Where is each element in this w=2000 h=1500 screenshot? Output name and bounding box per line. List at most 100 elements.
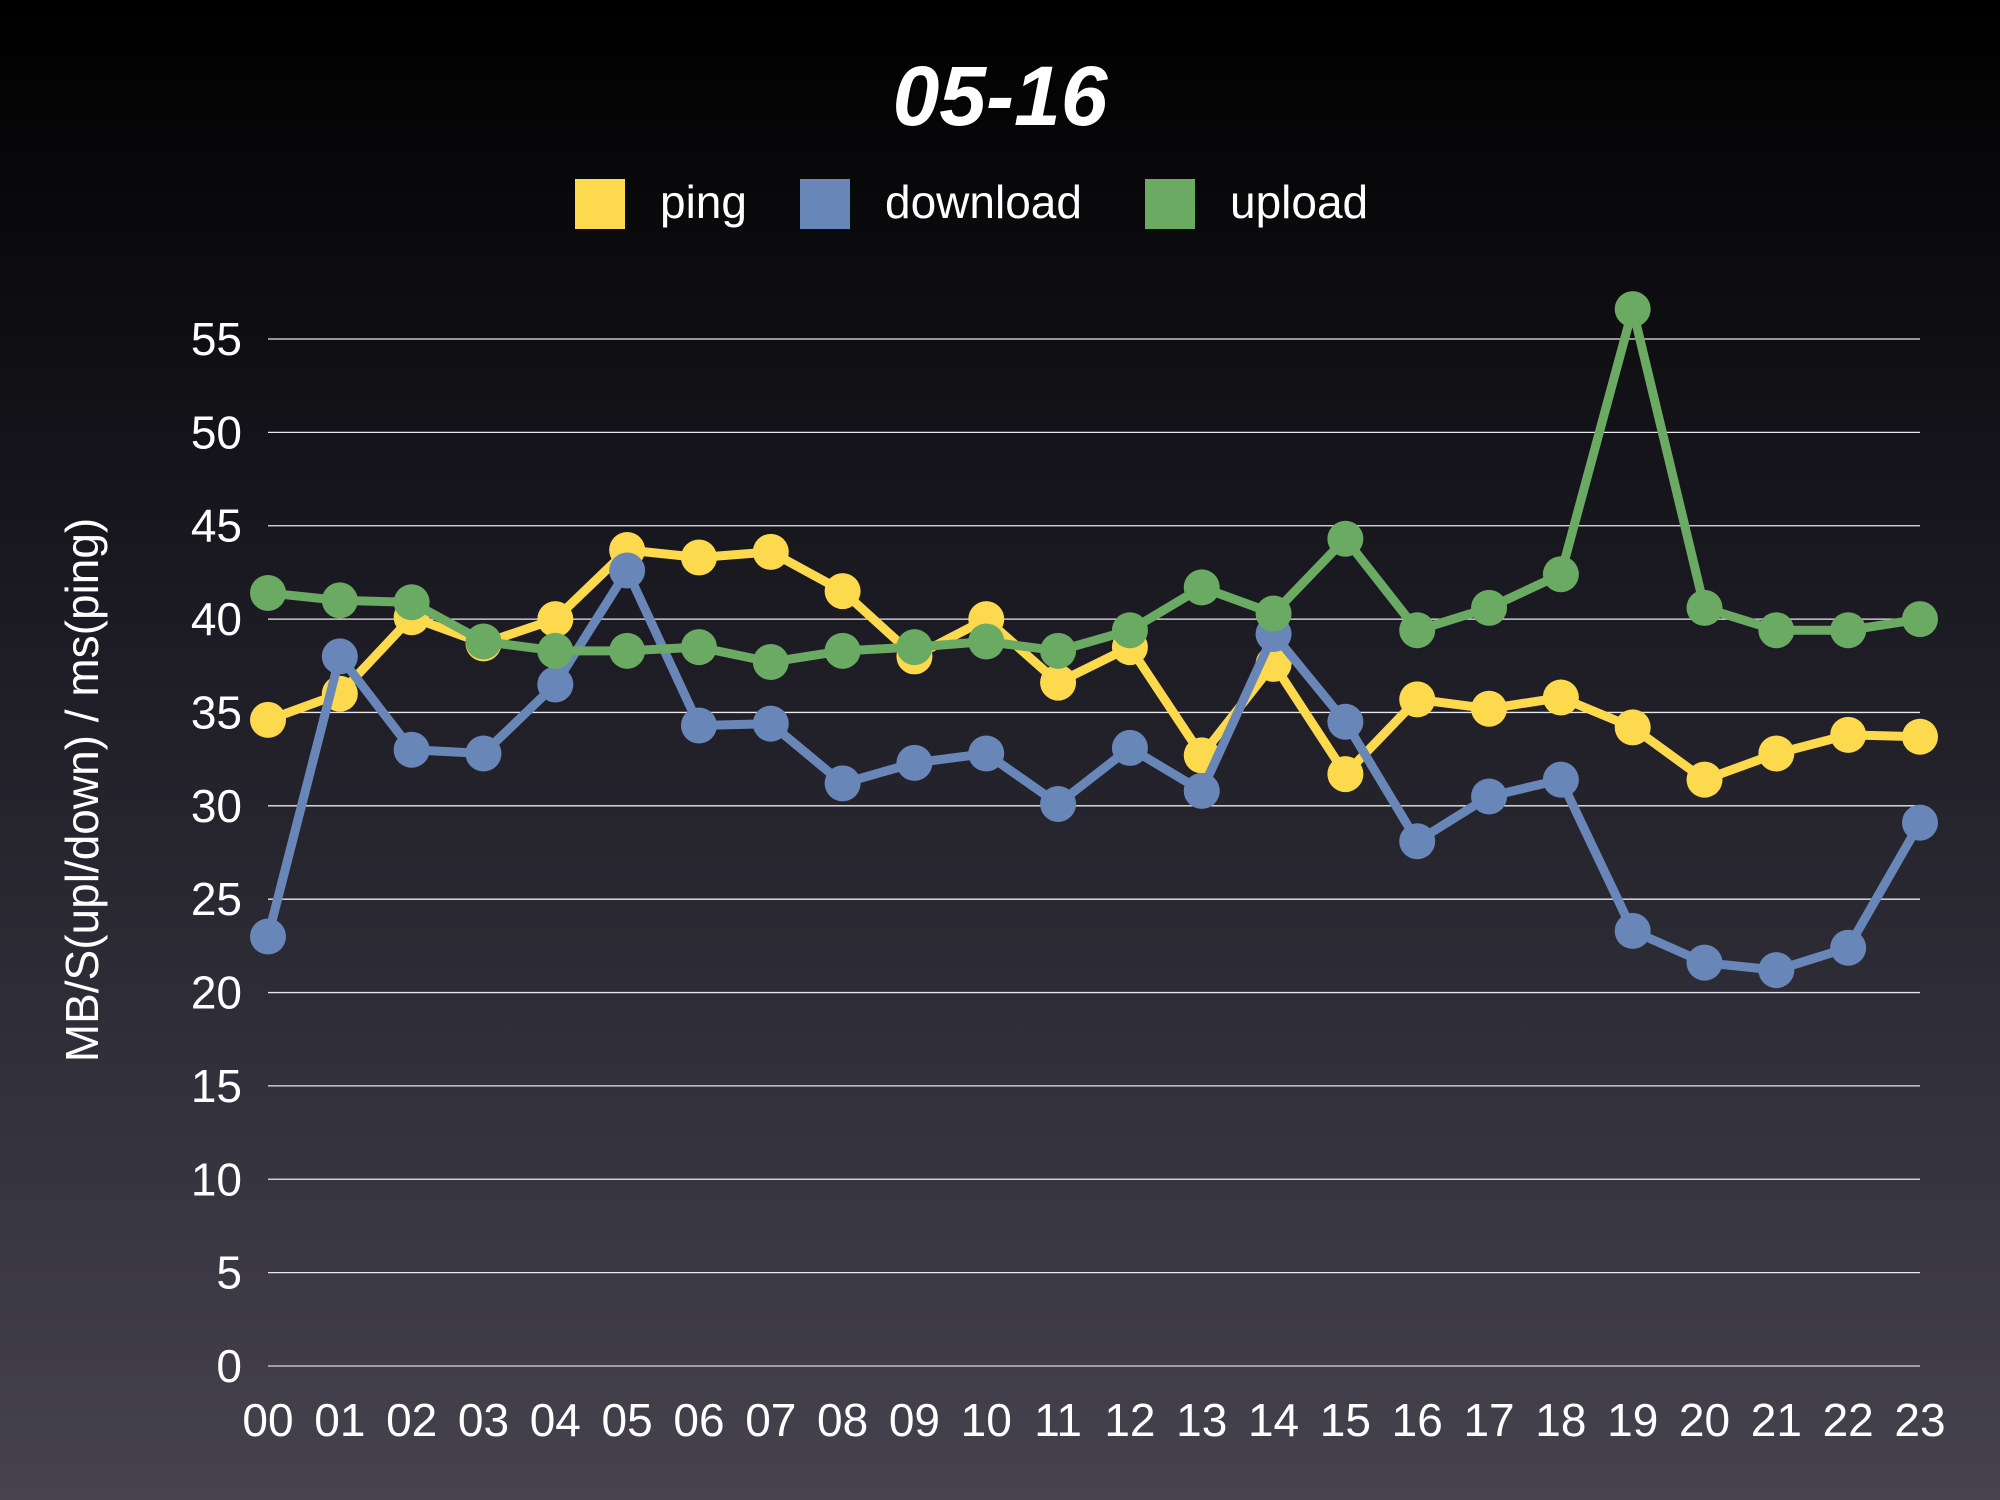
data-point-upload — [250, 574, 286, 611]
data-point-download — [1399, 823, 1436, 860]
data-point-ping — [1686, 761, 1723, 798]
data-point-download — [968, 735, 1005, 772]
data-point-upload — [537, 632, 574, 669]
y-tick-label: 15 — [191, 1060, 242, 1112]
y-tick-label: 10 — [191, 1153, 242, 1205]
x-tick-label: 06 — [673, 1394, 724, 1446]
data-point-download — [1614, 912, 1651, 949]
x-tick-label: 08 — [817, 1394, 868, 1446]
data-point-download — [1830, 929, 1867, 966]
grid-lines — [268, 338, 1920, 1367]
data-point-upload — [609, 632, 646, 669]
data-point-upload — [968, 623, 1005, 660]
legend-swatch-upload — [1145, 179, 1195, 229]
data-point-download — [1471, 778, 1508, 815]
data-point-upload — [680, 629, 717, 666]
data-point-download — [321, 638, 358, 675]
series-line-ping — [263, 545, 1925, 785]
x-tick-label: 02 — [386, 1394, 437, 1446]
data-point-download — [1040, 785, 1077, 822]
data-point-upload — [465, 623, 502, 660]
data-point-ping — [250, 701, 286, 738]
data-point-download — [1686, 944, 1723, 981]
series-upload — [250, 291, 1938, 681]
data-point-upload — [1686, 589, 1723, 626]
data-point-upload — [1255, 595, 1292, 632]
y-tick-label: 50 — [191, 406, 242, 458]
x-tick-label: 18 — [1535, 1394, 1586, 1446]
y-tick-label: 45 — [191, 500, 242, 552]
data-point-ping — [537, 601, 574, 638]
data-point-download — [824, 765, 861, 802]
data-point-download — [609, 552, 646, 589]
legend: ping download upload — [575, 176, 1368, 229]
data-point-download — [752, 705, 789, 742]
data-point-ping — [1471, 690, 1508, 727]
legend-swatch-download — [800, 179, 850, 229]
data-point-ping — [1758, 735, 1795, 772]
x-tick-label: 05 — [602, 1394, 653, 1446]
x-tick-label: 21 — [1751, 1394, 1802, 1446]
y-tick-label: 25 — [191, 873, 242, 925]
data-point-ping — [1902, 718, 1938, 755]
x-tick-label: 01 — [314, 1394, 365, 1446]
y-tick-label: 20 — [191, 967, 242, 1019]
data-point-download — [537, 666, 574, 703]
data-point-ping — [1542, 679, 1579, 716]
data-point-upload — [1902, 601, 1938, 638]
x-tick-label: 19 — [1607, 1394, 1658, 1446]
data-point-ping — [1327, 756, 1364, 793]
series-ping — [250, 532, 1938, 798]
data-point-upload — [1399, 612, 1436, 649]
y-tick-label: 35 — [191, 686, 242, 738]
x-tick-label: 20 — [1679, 1394, 1730, 1446]
x-tick-label: 17 — [1463, 1394, 1514, 1446]
data-point-ping — [1614, 709, 1651, 746]
x-tick-label: 23 — [1894, 1394, 1945, 1446]
legend-label-upload: upload — [1230, 176, 1368, 228]
x-tick-label: 13 — [1176, 1394, 1227, 1446]
data-point-download — [465, 735, 502, 772]
data-point-download — [393, 731, 430, 768]
x-axis-ticks: 00 01 02 03 04 05 06 07 08 09 10 11 12 13 14 15 16 17 18 19… — [242, 1394, 1945, 1446]
data-point-upload — [1830, 612, 1867, 649]
series-download — [250, 552, 1938, 989]
data-point-download — [1111, 729, 1148, 766]
data-point-upload — [1614, 291, 1651, 328]
legend-swatch-ping — [575, 179, 625, 229]
y-tick-label: 40 — [191, 593, 242, 645]
series-line-upload — [263, 304, 1925, 667]
data-point-upload — [896, 629, 933, 666]
chart-title: 05-16 — [893, 49, 1109, 143]
y-axis-label: MB/S(upl/down) / ms(ping) — [56, 518, 108, 1063]
x-tick-label: 03 — [458, 1394, 509, 1446]
data-point-upload — [393, 584, 430, 621]
data-point-upload — [1040, 632, 1077, 669]
data-point-upload — [1542, 556, 1579, 593]
x-tick-label: 10 — [961, 1394, 1012, 1446]
data-point-download — [250, 918, 286, 955]
data-point-ping — [752, 533, 789, 570]
data-point-download — [1183, 772, 1220, 809]
x-tick-label: 11 — [1034, 1394, 1082, 1446]
x-tick-label: 15 — [1320, 1394, 1371, 1446]
legend-label-download: download — [885, 176, 1082, 228]
x-tick-label: 22 — [1823, 1394, 1874, 1446]
data-point-upload — [1111, 612, 1148, 649]
data-point-download — [1327, 703, 1364, 740]
x-tick-label: 04 — [530, 1394, 581, 1446]
data-point-download — [1758, 952, 1795, 989]
data-point-download — [896, 744, 933, 781]
data-point-ping — [824, 573, 861, 610]
y-tick-label: 0 — [216, 1340, 242, 1392]
data-point-upload — [1471, 589, 1508, 626]
legend-label-ping: ping — [660, 176, 747, 228]
data-point-download — [1902, 804, 1938, 841]
data-point-upload — [824, 632, 861, 669]
x-tick-label: 09 — [889, 1394, 940, 1446]
data-point-upload — [321, 582, 358, 619]
series-layer — [250, 291, 1938, 989]
y-tick-label: 55 — [191, 313, 242, 365]
data-point-ping — [1040, 664, 1077, 701]
